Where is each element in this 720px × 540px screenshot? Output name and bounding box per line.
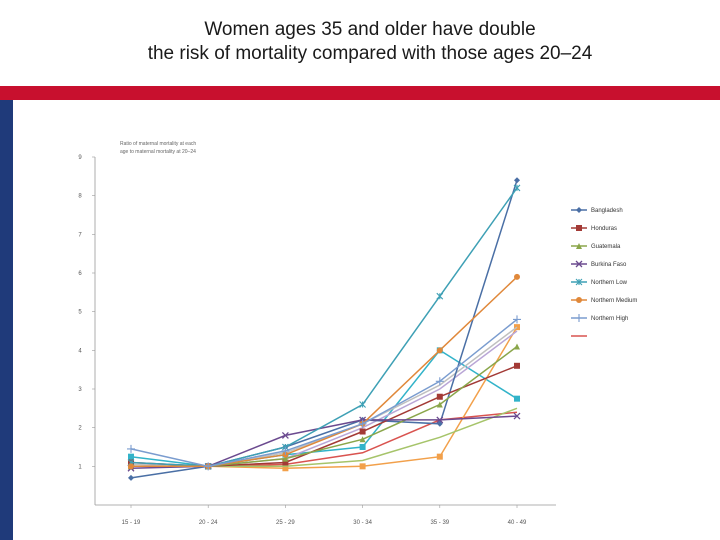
legend-marker [576,225,582,231]
data-point [127,444,135,453]
red-accent-bar [0,86,720,100]
series-group-5 [127,184,521,470]
data-point [359,401,366,408]
legend-marker [575,314,583,322]
series-group-12 [131,330,518,468]
series-line-7 [130,318,518,468]
y-axis-title-line-2: age to maternal mortality at 20–24 [120,149,196,155]
legend-label: Burkina Faso [591,262,627,268]
series-line-6 [131,276,518,468]
data-point [436,347,443,354]
data-point [204,462,213,471]
data-point [436,292,444,300]
y-tick-label: 6 [78,271,82,277]
y-tick-label: 9 [78,155,82,161]
legend-marker [576,297,582,303]
series-group-2 [128,362,520,470]
y-tick-label: 7 [78,232,82,238]
data-point [359,463,366,470]
series-line-9 [130,349,518,468]
series-group-7 [127,315,521,471]
legend-marker [575,278,583,286]
data-point [282,455,289,462]
data-point [436,393,443,400]
x-tick-label: 20 - 24 [199,520,218,526]
data-point [282,465,289,472]
data-point [128,463,134,470]
data-point [514,273,520,280]
y-axis-title-line-1: Ratio of maternal mortality at each [120,141,196,147]
title-line-1: Women ages 35 and older have double [204,19,536,40]
series-line-1 [130,179,518,479]
data-point [128,474,134,481]
y-tick-label: 5 [78,310,82,316]
legend-marker [576,207,582,213]
data-point [513,412,521,420]
series-line-13 [130,326,518,468]
data-point [281,431,289,439]
legend-label: Bangladesh [591,208,623,214]
series-line-12 [131,330,518,468]
data-point [436,416,444,424]
data-point [513,315,521,324]
x-tick-label: 15 - 19 [122,520,141,526]
slide-title: Women ages 35 and older have double the … [0,18,720,66]
x-tick-label: 30 - 34 [353,520,372,526]
legend-entry: Honduras [571,225,617,232]
y-tick-label: 8 [78,194,82,200]
legend-label: Guatemala [591,244,621,250]
legend-label: Northern Medium [591,298,637,304]
x-tick-label: 25 - 29 [276,520,295,526]
y-tick-label: 2 [78,426,82,432]
legend-entry: Northern Low [571,278,628,286]
legend-label: Northern High [591,316,628,322]
data-point [359,436,366,443]
data-point [436,453,443,460]
legend-entry: Guatemala [571,243,621,250]
legend-marker [575,260,583,268]
data-point [281,446,290,455]
blue-side-bar [0,100,13,540]
legend-marker [576,243,582,249]
legend-entry: Northern Medium [571,297,637,304]
data-point [514,177,520,184]
data-point [514,395,520,402]
data-point [359,428,366,435]
data-point [514,343,520,350]
y-tick-label: 4 [78,348,82,354]
legend-entry: Northern High [571,314,628,322]
data-point [359,444,366,450]
y-tick-label: 1 [78,464,82,470]
x-tick-label: 35 - 39 [430,520,449,526]
data-point [435,377,444,386]
data-point [128,453,134,460]
legend-label: Honduras [591,226,617,232]
data-point [514,362,520,369]
series-group-9 [128,347,520,470]
legend-entry: Burkina Faso [571,260,627,268]
x-tick-label: 40 - 49 [508,520,527,526]
data-point [358,419,367,428]
data-point [513,184,521,192]
y-tick-label: 3 [78,387,82,393]
series-group-13 [130,326,518,468]
title-line-2: the risk of mortality compared with thos… [147,43,593,64]
data-point [436,401,443,408]
legend-label: Northern Low [591,280,628,286]
data-point [282,459,289,466]
series-group-6 [128,273,520,470]
legend-entry: Bangladesh [571,207,623,214]
